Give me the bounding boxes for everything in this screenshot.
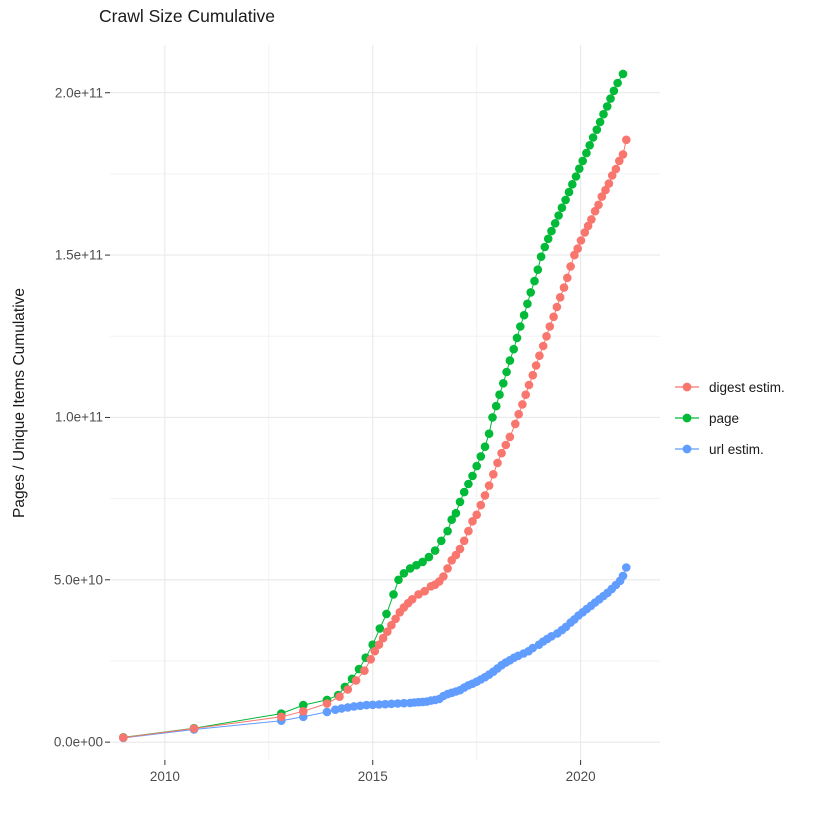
legend-item-url-estim: url estim. [674,439,785,459]
x-tick-label-2015: 2015 [357,769,388,784]
legend-label: url estim. [709,441,764,457]
plot-title: Crawl Size Cumulative [99,6,276,26]
legend-key-icon [675,444,699,454]
y-tick-label-1: 5.0e+10 [53,572,103,588]
legend: digest estim. page url estim. [674,377,785,459]
x-tick-label-2010: 2010 [149,769,180,784]
y-tick-label-3: 1.5e+11 [54,247,103,263]
legend-key-icon [675,413,699,423]
legend-label: digest estim. [709,379,785,395]
legend-item-digest-estim: digest estim. [674,377,785,397]
legend-label: page [709,410,740,426]
y-tick-label-0: 0.0e+00 [53,734,103,750]
y-tick-label-4: 2.0e+11 [54,85,103,101]
legend-item-page: page [674,408,785,428]
y-tick-label-2: 1.0e+11 [54,409,103,425]
legend-key-icon [675,382,699,392]
x-tick-label-2020: 2020 [565,769,596,784]
